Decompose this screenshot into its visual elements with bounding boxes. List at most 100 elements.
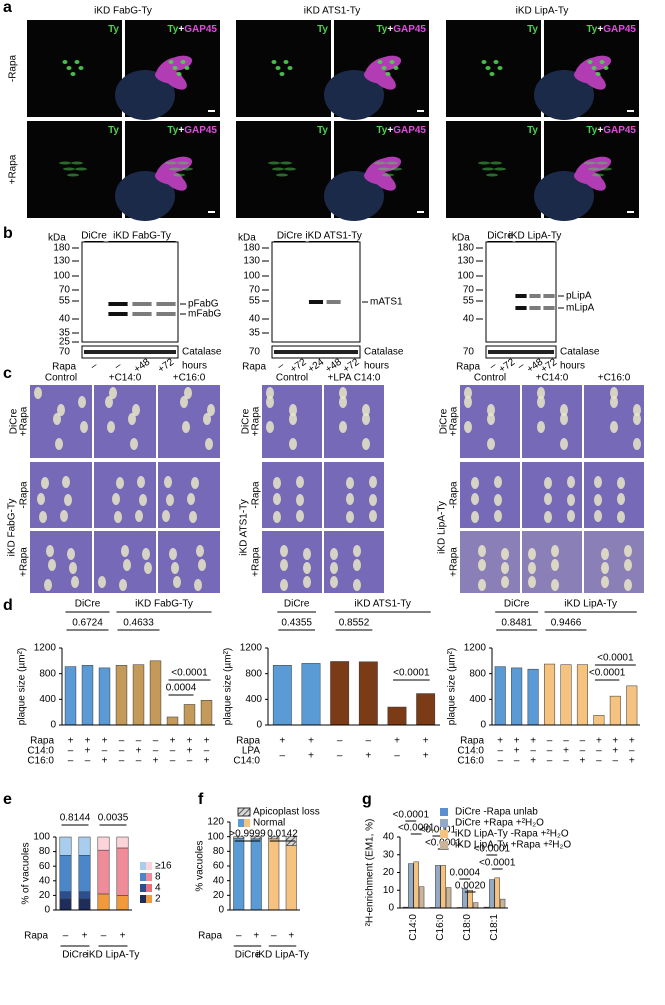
bar: [494, 666, 506, 726]
ty-signal: [180, 60, 186, 64]
bar: [560, 664, 572, 726]
y-tick-label: 80: [39, 846, 51, 857]
condition-mark: +: [279, 736, 285, 747]
condition-mark: +: [204, 736, 210, 747]
bar-segment: [78, 891, 91, 900]
condition-mark: +: [136, 746, 142, 757]
bar-segment: [97, 849, 110, 895]
band: [515, 294, 527, 298]
ty-signal: [181, 167, 193, 171]
channel-label: Ty: [317, 125, 328, 136]
ty-signal: [591, 66, 597, 70]
y-tick-label: 100: [207, 831, 224, 842]
plaque: [296, 476, 304, 488]
ty-signal: [63, 167, 75, 171]
bar-segment: [78, 836, 91, 856]
plaque: [362, 413, 370, 425]
channel-name: GAP45: [393, 24, 426, 35]
ladder-label: 180: [457, 243, 474, 254]
lane-label: –: [516, 360, 527, 372]
plaque: [610, 396, 618, 408]
plaque: [560, 413, 568, 425]
row-label: +Rapa: [19, 406, 30, 436]
condition-mark: +: [153, 756, 159, 767]
y-tick-label: 1200: [464, 643, 487, 654]
plaque: [203, 413, 211, 425]
plaque: [162, 510, 170, 522]
bar: [435, 865, 441, 909]
plaque: [296, 494, 304, 506]
ty-signal: [280, 161, 292, 165]
plaque: [346, 493, 354, 505]
plaque: [296, 510, 304, 522]
condition-label: C16:0: [457, 756, 484, 767]
y-axis-label: plaque size (µm²): [447, 648, 458, 725]
plaque: [567, 510, 575, 522]
lane-group: iKD LipA-Ty: [509, 231, 562, 242]
ty-signal: [481, 60, 487, 64]
y-tick-label: 400: [469, 694, 486, 705]
plaque: [280, 545, 288, 557]
plaque: [289, 413, 297, 425]
parasite: [371, 69, 396, 90]
bar-segment: [233, 836, 245, 839]
condition-label: Rapa: [198, 931, 222, 942]
plaque: [560, 404, 568, 416]
bar-segment: [233, 837, 245, 911]
ladder-label: 100: [243, 271, 260, 282]
ty-signal: [494, 167, 506, 171]
plaque: [544, 511, 552, 523]
plaque: [346, 477, 354, 489]
plaque-image: [584, 462, 644, 528]
column-title: Control: [474, 373, 506, 384]
ty-signal: [275, 66, 281, 70]
ladder-label: 25: [59, 337, 71, 348]
group-label: DiCre: [62, 950, 88, 961]
ty-signal: [66, 66, 72, 70]
plaque: [339, 396, 347, 408]
bar-segment: [97, 893, 110, 911]
condition-mark: –: [119, 736, 125, 747]
bar: [301, 663, 321, 726]
channel-name: Ty: [108, 125, 119, 136]
plaque: [130, 438, 138, 450]
plaque: [471, 493, 479, 505]
condition-label: Rapa: [30, 736, 54, 747]
ty-signal: [268, 161, 280, 165]
condition-mark: +: [82, 931, 88, 942]
plaque: [633, 404, 641, 416]
row-label: Rapa: [52, 362, 76, 373]
channel-name: Ty: [376, 125, 387, 136]
ty-signal: [184, 66, 190, 70]
group-label: DiCre: [504, 599, 530, 610]
bar: [132, 664, 145, 726]
y-axis-label: ²H-enrichment (EM1, %): [365, 819, 376, 927]
plaque: [624, 579, 632, 591]
group-label: iKD FabG-Ty: [135, 599, 193, 610]
p-value: >0.9999: [229, 829, 266, 840]
bar: [626, 685, 638, 726]
condition-mark: –: [547, 756, 553, 767]
ty-signal: [284, 167, 296, 171]
ladder-label: 40: [249, 314, 261, 325]
condition-mark: –: [366, 736, 372, 747]
ty-signal: [177, 161, 189, 165]
plaque: [37, 493, 45, 505]
legend-swatch: [146, 895, 152, 903]
condition-mark: +: [204, 756, 210, 767]
bar: [115, 665, 128, 726]
plaque: [280, 579, 288, 591]
micrograph: [236, 20, 331, 117]
p-value: 0.9466: [551, 618, 582, 629]
plaque: [617, 477, 625, 489]
condition-mark: +: [530, 736, 536, 747]
plaque: [114, 511, 122, 523]
condition-mark: –: [280, 751, 286, 762]
p-value: 0.0020: [455, 881, 486, 892]
plaque: [55, 438, 63, 450]
y-tick-label: 400: [39, 694, 56, 705]
y-tick-label: 30: [383, 849, 395, 860]
ty-signal: [272, 167, 284, 171]
ty-signal: [588, 167, 600, 171]
bar-segment: [250, 838, 262, 911]
